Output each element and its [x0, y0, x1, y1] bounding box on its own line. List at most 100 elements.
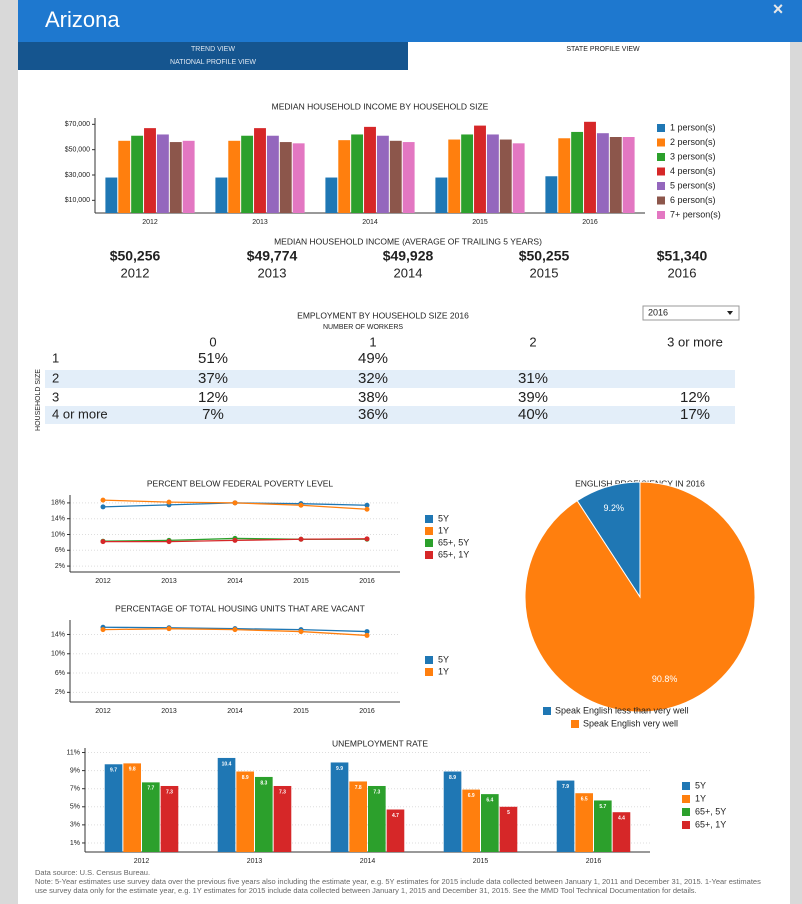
- y-tick-label: 6%: [55, 547, 65, 554]
- dropdown[interactable]: [642, 305, 740, 321]
- bar: [486, 134, 499, 213]
- bar: [217, 757, 236, 852]
- table-cell: 7%: [202, 406, 224, 423]
- bar: [481, 794, 499, 852]
- data-label: 5.7: [599, 804, 606, 810]
- bar: [118, 140, 131, 213]
- legend-label: 5Y: [438, 654, 449, 664]
- point: [166, 499, 172, 505]
- row-label: 4 or more: [52, 406, 108, 421]
- y-tick-label: 14%: [51, 631, 65, 638]
- legend-swatch: [657, 196, 665, 205]
- bar: [131, 135, 144, 213]
- x-tick-label: 2016: [586, 858, 602, 865]
- bar: [558, 138, 571, 213]
- row-label: 2: [52, 370, 59, 385]
- legend-swatch: [425, 527, 433, 535]
- legend-label: 65+, 1Y: [438, 549, 469, 559]
- legend-label: 65+, 5Y: [695, 806, 726, 816]
- bar: [584, 121, 596, 213]
- y-tick-label: 3%: [70, 822, 80, 829]
- bar: [386, 809, 405, 852]
- x-tick-label: 2014: [360, 858, 376, 865]
- point: [364, 506, 370, 512]
- y-tick-label: 2%: [55, 563, 65, 570]
- bar: [376, 135, 389, 213]
- row-label: 1: [52, 350, 59, 365]
- legend-swatch: [425, 551, 433, 559]
- header-bar: [18, 0, 802, 42]
- summary-value: $50,256: [110, 248, 161, 264]
- point: [232, 537, 238, 543]
- y-tick-label: $70,000: [65, 121, 90, 128]
- data-label: 4.4: [618, 816, 625, 822]
- point: [364, 536, 370, 542]
- legend-swatch: [657, 124, 665, 132]
- chart-title: PERCENTAGE OF TOTAL HOUSING UNITS THAT A…: [115, 603, 365, 613]
- data-label: 7.7: [147, 786, 154, 792]
- y-tick-label: 11%: [67, 749, 81, 756]
- legend-label: 4 person(s): [670, 166, 716, 176]
- data-label: 7.3: [166, 789, 173, 795]
- summary-value: $50,255: [519, 248, 570, 264]
- point: [232, 627, 238, 633]
- data-label: 6.5: [581, 797, 588, 803]
- bar: [545, 176, 558, 213]
- point: [100, 539, 106, 545]
- y-tick-label: 6%: [55, 670, 65, 677]
- point: [298, 629, 304, 635]
- point: [298, 536, 304, 542]
- tab-inactive[interactable]: [18, 42, 408, 70]
- x-tick-label: 2016: [582, 219, 598, 226]
- legend-swatch: [571, 720, 579, 728]
- legend-swatch: [425, 539, 433, 547]
- chart-title: MEDIAN HOUSEHOLD INCOME BY HOUSEHOLD SIZ…: [272, 101, 489, 111]
- y-tick-label: $30,000: [65, 172, 90, 179]
- x-tick-label: 2015: [293, 708, 309, 715]
- y-tick-label: 10%: [51, 651, 65, 658]
- table-title: EMPLOYMENT BY HOUSEHOLD SIZE 2016: [297, 310, 469, 320]
- table-cell: 40%: [518, 406, 548, 423]
- data-label: 7.9: [562, 784, 569, 790]
- legend-label: 65+, 1Y: [695, 819, 726, 829]
- bar: [330, 762, 349, 852]
- legend-label: 7+ person(s): [670, 209, 721, 219]
- point: [166, 539, 172, 545]
- data-label: 8.3: [260, 780, 267, 786]
- row-axis-label: HOUSEHOLD SIZE: [35, 369, 42, 431]
- summary-year: 2013: [258, 265, 287, 280]
- bar: [596, 133, 609, 213]
- tab-active[interactable]: STATE PROFILE VIEW: [566, 46, 640, 53]
- close-button[interactable]: ×: [773, 0, 784, 19]
- bar: [389, 140, 402, 213]
- point: [298, 502, 304, 508]
- table-cell: 51%: [198, 350, 228, 367]
- tab[interactable]: TREND VIEW: [191, 46, 235, 53]
- bar: [474, 125, 486, 213]
- legend-label: 1Y: [438, 525, 449, 535]
- bar: [160, 785, 179, 852]
- y-tick-label: 9%: [70, 767, 80, 774]
- slice-label: 9.2%: [604, 503, 625, 513]
- legend-swatch: [425, 668, 433, 676]
- header-title: Arizona: [45, 7, 120, 32]
- summary-year: 2016: [668, 265, 697, 280]
- tab[interactable]: NATIONAL PROFILE VIEW: [170, 59, 256, 66]
- x-tick-label: 2015: [473, 858, 489, 865]
- bar: [462, 789, 480, 852]
- legend-swatch: [657, 211, 665, 219]
- data-label: 8.9: [449, 775, 456, 781]
- bar: [609, 137, 622, 213]
- table-cell: 12%: [680, 389, 710, 406]
- bar: [228, 140, 241, 213]
- column-header: 3 or more: [667, 334, 723, 349]
- table-cell: 36%: [358, 406, 388, 423]
- summary-title: MEDIAN HOUSEHOLD INCOME (AVERAGE OF TRAI…: [274, 236, 542, 246]
- bar: [435, 177, 448, 213]
- legend-swatch: [682, 795, 690, 803]
- bar: [351, 134, 364, 213]
- legend-swatch: [682, 782, 690, 790]
- legend-label: 5Y: [695, 780, 706, 790]
- bar: [255, 776, 273, 852]
- legend-label: 3 person(s): [670, 151, 716, 161]
